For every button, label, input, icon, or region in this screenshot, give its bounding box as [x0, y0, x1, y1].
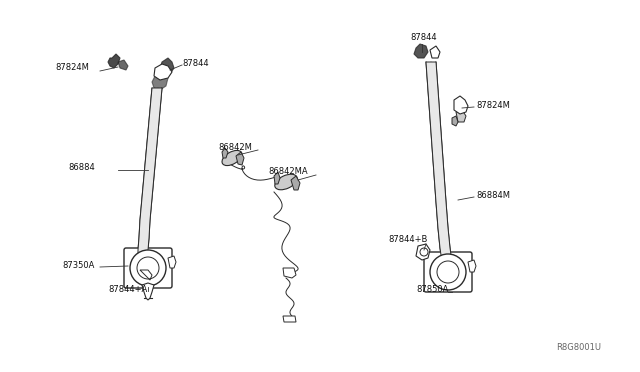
Polygon shape	[456, 110, 466, 122]
Text: 86884M: 86884M	[476, 190, 510, 199]
Text: 87824M: 87824M	[55, 64, 89, 73]
Polygon shape	[168, 256, 176, 268]
Ellipse shape	[275, 174, 297, 190]
Text: 87850A: 87850A	[416, 285, 449, 295]
Polygon shape	[283, 316, 296, 322]
Text: 87824M: 87824M	[476, 100, 510, 109]
Polygon shape	[222, 148, 228, 158]
Polygon shape	[452, 116, 458, 126]
Polygon shape	[274, 172, 280, 184]
Polygon shape	[416, 244, 430, 260]
Text: 87844: 87844	[182, 58, 209, 67]
Text: 86842MA: 86842MA	[268, 167, 308, 176]
Polygon shape	[414, 44, 428, 58]
Polygon shape	[118, 60, 128, 70]
Text: 86884: 86884	[68, 164, 95, 173]
Polygon shape	[454, 96, 468, 114]
Polygon shape	[426, 62, 454, 272]
Circle shape	[130, 250, 166, 286]
Polygon shape	[138, 88, 162, 262]
Polygon shape	[430, 46, 440, 58]
Polygon shape	[142, 283, 154, 300]
Polygon shape	[140, 270, 152, 280]
Polygon shape	[283, 268, 296, 278]
Polygon shape	[291, 176, 300, 190]
Text: 87844+B: 87844+B	[388, 235, 428, 244]
Text: R8G8001U: R8G8001U	[556, 343, 601, 353]
Circle shape	[430, 254, 466, 290]
Polygon shape	[236, 152, 244, 165]
Text: 87350A: 87350A	[62, 260, 94, 269]
FancyBboxPatch shape	[124, 248, 172, 288]
FancyBboxPatch shape	[424, 252, 472, 292]
Polygon shape	[468, 260, 476, 272]
Polygon shape	[108, 54, 120, 68]
Ellipse shape	[222, 150, 242, 166]
Polygon shape	[152, 72, 168, 90]
Polygon shape	[160, 58, 174, 74]
Text: 86842M: 86842M	[218, 144, 252, 153]
Text: 87844: 87844	[410, 33, 436, 42]
Text: 87844+A: 87844+A	[108, 285, 147, 295]
Polygon shape	[154, 64, 172, 80]
